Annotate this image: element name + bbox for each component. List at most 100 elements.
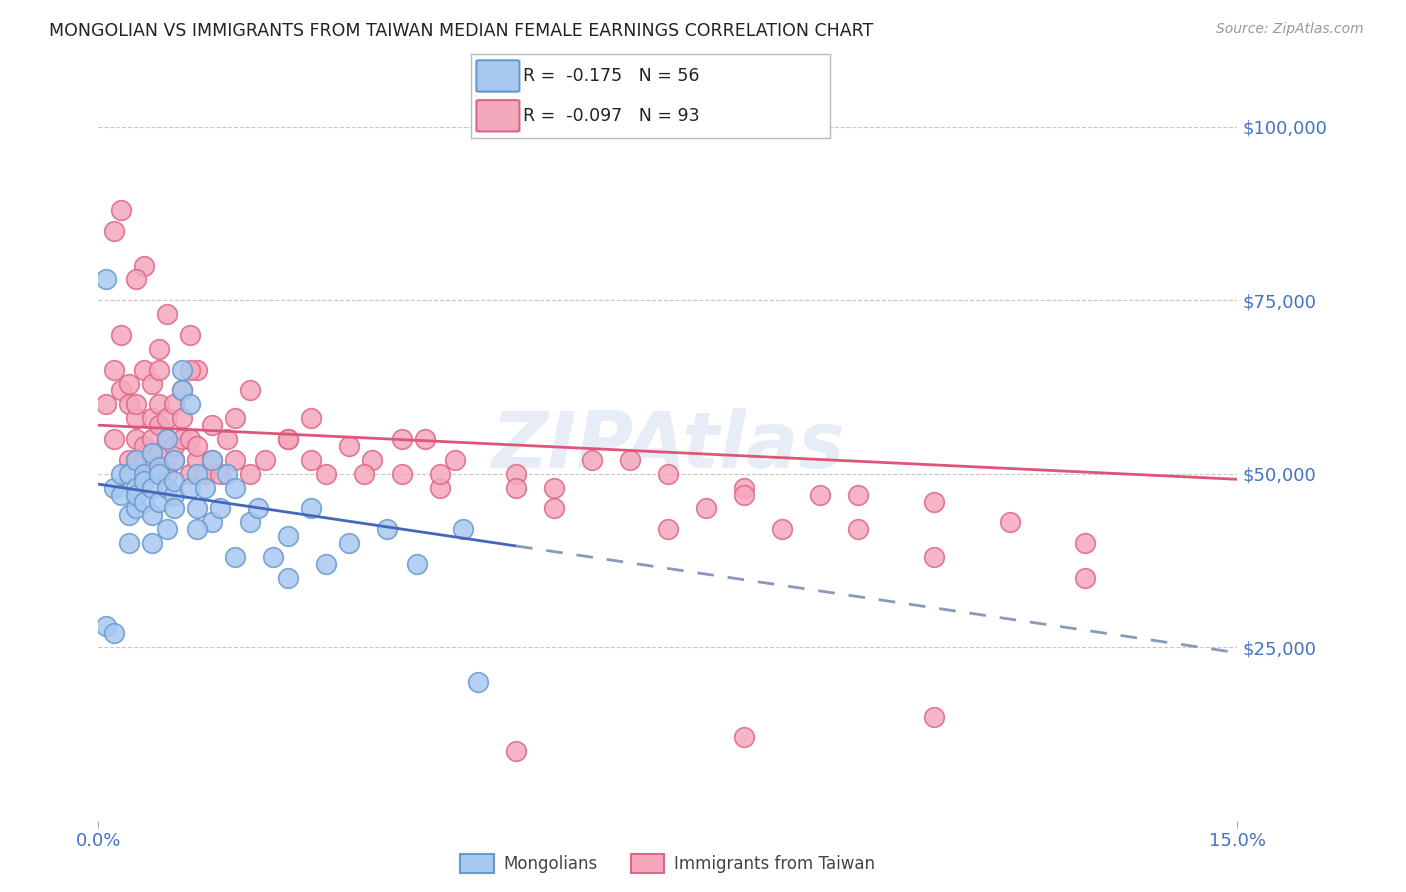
Point	[132, 474, 155, 488]
Point	[277, 529, 299, 543]
Point	[163, 487, 186, 501]
Point	[170, 432, 193, 446]
Point	[467, 674, 489, 689]
Point	[132, 467, 155, 481]
Point	[163, 397, 186, 411]
Point	[125, 487, 148, 501]
Point	[170, 384, 193, 398]
Point	[239, 516, 262, 530]
Point	[186, 453, 208, 467]
Point	[94, 397, 117, 411]
Point	[110, 203, 132, 218]
Point	[543, 501, 565, 516]
Point	[148, 467, 170, 481]
Point	[110, 328, 132, 343]
Point	[429, 467, 451, 481]
Point	[141, 536, 163, 550]
Point	[125, 501, 148, 516]
Point	[156, 522, 179, 536]
Point	[922, 549, 945, 564]
Point	[239, 384, 262, 398]
Point	[118, 376, 141, 391]
Point	[141, 411, 163, 425]
Point	[94, 619, 117, 633]
Point	[186, 467, 208, 481]
Point	[770, 522, 793, 536]
Point	[103, 224, 125, 238]
Point	[194, 481, 217, 495]
Point	[132, 362, 155, 376]
Text: R =  -0.097   N = 93: R = -0.097 N = 93	[523, 107, 700, 125]
Point	[657, 522, 679, 536]
Point	[337, 536, 360, 550]
Text: MONGOLIAN VS IMMIGRANTS FROM TAIWAN MEDIAN FEMALE EARNINGS CORRELATION CHART: MONGOLIAN VS IMMIGRANTS FROM TAIWAN MEDI…	[49, 22, 873, 40]
Point	[179, 432, 201, 446]
Point	[505, 481, 527, 495]
Point	[94, 272, 117, 286]
Point	[170, 384, 193, 398]
Point	[179, 481, 201, 495]
Point	[103, 362, 125, 376]
Point	[156, 307, 179, 321]
Point	[406, 557, 429, 571]
Point	[118, 536, 141, 550]
Point	[733, 731, 755, 745]
Point	[299, 411, 322, 425]
Point	[505, 467, 527, 481]
Point	[110, 384, 132, 398]
Point	[375, 522, 398, 536]
Point	[125, 411, 148, 425]
Point	[277, 432, 299, 446]
Point	[156, 432, 179, 446]
Point	[132, 453, 155, 467]
Point	[262, 549, 284, 564]
Point	[808, 487, 831, 501]
Point	[733, 487, 755, 501]
Point	[922, 709, 945, 723]
Point	[194, 467, 217, 481]
Point	[118, 453, 141, 467]
Point	[315, 467, 337, 481]
Point	[125, 432, 148, 446]
Legend: Mongolians, Immigrants from Taiwan: Mongolians, Immigrants from Taiwan	[454, 847, 882, 880]
Point	[148, 494, 170, 508]
Point	[217, 432, 239, 446]
Text: ZIPAtlas: ZIPAtlas	[491, 408, 845, 484]
Point	[733, 481, 755, 495]
Point	[922, 494, 945, 508]
Point	[148, 446, 170, 460]
Point	[224, 453, 246, 467]
Point	[391, 432, 413, 446]
Point	[163, 501, 186, 516]
Point	[201, 418, 224, 433]
Point	[246, 501, 269, 516]
Point	[413, 432, 436, 446]
Point	[148, 342, 170, 356]
Point	[217, 467, 239, 481]
Point	[141, 446, 163, 460]
Point	[141, 432, 163, 446]
Point	[695, 501, 717, 516]
Point	[125, 272, 148, 286]
Point	[186, 362, 208, 376]
Point	[163, 474, 186, 488]
Point	[125, 453, 148, 467]
Point	[208, 467, 231, 481]
Point	[998, 516, 1021, 530]
Text: R =  -0.175   N = 56: R = -0.175 N = 56	[523, 67, 700, 85]
Point	[110, 467, 132, 481]
Point	[125, 397, 148, 411]
Point	[277, 571, 299, 585]
FancyBboxPatch shape	[477, 100, 519, 131]
Point	[208, 501, 231, 516]
Point	[299, 501, 322, 516]
Point	[543, 481, 565, 495]
Point	[156, 481, 179, 495]
Point	[103, 626, 125, 640]
Point	[163, 439, 186, 453]
Point	[299, 453, 322, 467]
Point	[179, 328, 201, 343]
Point	[201, 516, 224, 530]
Point	[148, 362, 170, 376]
Point	[315, 557, 337, 571]
